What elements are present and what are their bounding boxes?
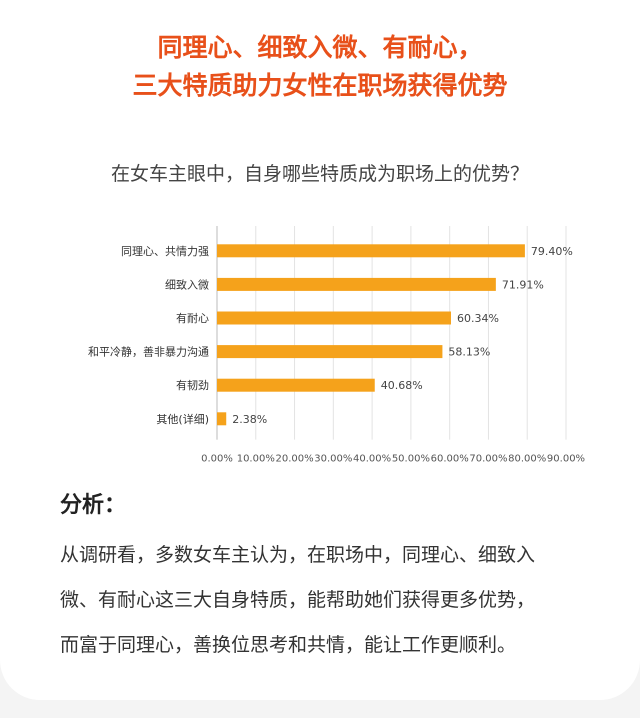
analysis-body: 从调研看，多数女车主认为，在职场中，同理心、细致入 微、有耐心这三大自身特质，能… — [60, 533, 600, 668]
headline-line-2: 三大特质助力女性在职场获得优势 — [132, 71, 508, 100]
category-label: 其他(详细) — [156, 412, 209, 426]
x-tick-label: 60.00% — [431, 454, 469, 462]
x-tick-label: 80.00% — [508, 454, 546, 462]
x-tick-label: 10.00% — [237, 454, 275, 462]
content-card: 同理心、细致入微、有耐心， 三大特质助力女性在职场获得优势 在女车主眼中，自身哪… — [0, 0, 640, 700]
analysis-line: 微、有耐心这三大自身特质，能帮助她们获得更多优势， — [60, 589, 536, 611]
data-label: 2.38% — [232, 413, 267, 426]
bar — [217, 277, 496, 291]
x-tick-label: 0.00% — [201, 454, 233, 462]
x-tick-label: 90.00% — [547, 454, 585, 462]
category-label: 同理心、共情力强 — [121, 245, 209, 258]
analysis-line: 从调研看，多数女车主认为，在职场中，同理心、细致入 — [60, 544, 536, 566]
data-label: 58.13% — [448, 346, 490, 359]
category-label: 有耐心 — [176, 311, 209, 325]
bar — [217, 244, 525, 258]
x-tick-label: 20.00% — [275, 454, 313, 462]
x-tick-label: 70.00% — [469, 454, 507, 462]
data-label: 79.40% — [531, 245, 573, 258]
x-tick-label: 50.00% — [392, 454, 430, 462]
analysis-title: 分析： — [60, 493, 127, 518]
category-label: 有韧劲 — [176, 378, 209, 392]
data-label: 40.68% — [381, 379, 423, 392]
headline-line-1: 同理心、细致入微、有耐心， — [157, 33, 483, 62]
x-tick-label: 30.00% — [314, 454, 352, 462]
bar — [217, 412, 227, 426]
analysis-line: 而富于同理心，善换位思考和共情，能让工作更顺利。 — [60, 634, 517, 656]
data-label: 60.34% — [457, 312, 499, 325]
category-label: 和平冷静，善非暴力沟通 — [88, 345, 209, 359]
bar — [217, 311, 451, 325]
bar-chart: 0.00% 10.00% 20.00% 30.00% 40.00% 50.00% 60.00… — [88, 226, 585, 462]
bar — [217, 345, 443, 359]
category-label: 细致入微 — [165, 277, 209, 291]
bar — [217, 378, 375, 392]
chart-question: 在女车主眼中，自身哪些特质成为职场上的优势？ — [110, 163, 529, 185]
x-tick-label: 40.00% — [353, 454, 391, 462]
data-label: 71.91% — [502, 278, 544, 291]
